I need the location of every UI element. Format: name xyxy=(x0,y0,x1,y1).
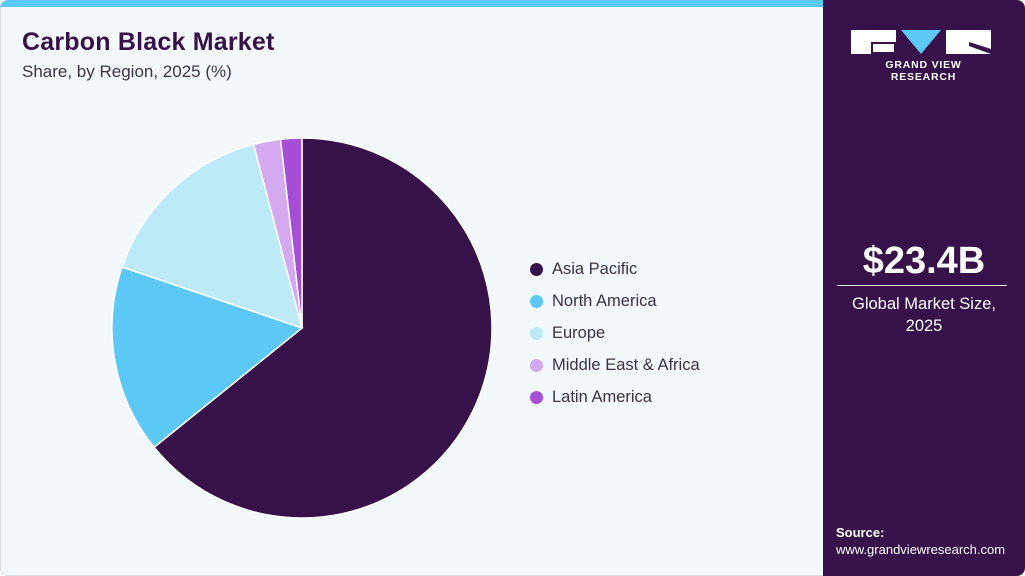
source-link[interactable]: www.grandviewresearch.com xyxy=(836,542,1006,557)
pie-slice-asia-pacific xyxy=(153,137,493,519)
legend-item: Asia Pacific xyxy=(530,253,700,285)
legend-item: Europe xyxy=(530,317,700,349)
pie-slice-latin-america xyxy=(279,137,303,329)
sidebar-panel: GRAND VIEW RESEARCH $23.4B Global Market… xyxy=(823,0,1025,576)
chart-title: Carbon Black Market xyxy=(22,28,275,56)
legend-item: North America xyxy=(530,285,700,317)
legend-label: Latin America xyxy=(552,387,652,406)
legend-label: North America xyxy=(552,291,657,310)
market-size-value: $23.4B xyxy=(862,240,986,282)
legend-label: Middle East & Africa xyxy=(552,355,700,374)
accent-bar xyxy=(0,0,823,7)
pie-chart xyxy=(111,137,493,519)
legend-dot-icon xyxy=(530,294,543,308)
legend-label: Asia Pacific xyxy=(552,259,638,278)
legend-dot-icon xyxy=(530,358,543,372)
gvr-logo-icon xyxy=(851,30,991,54)
legend-dot-icon xyxy=(530,262,543,276)
legend-item: Latin America xyxy=(530,381,700,413)
pie-slice-europe xyxy=(121,143,304,330)
logo-text: GRAND VIEW RESEARCH xyxy=(885,59,962,83)
divider xyxy=(837,285,1007,286)
gvr-logo: GRAND VIEW RESEARCH xyxy=(851,28,996,83)
legend-item: Middle East & Africa xyxy=(530,349,700,381)
source-label: Source: xyxy=(836,525,885,540)
legend-label: Europe xyxy=(552,323,606,342)
legend-dot-icon xyxy=(530,390,543,404)
market-size-label: Global Market Size, 2025 xyxy=(852,295,996,335)
chart-subtitle: Share, by Region, 2025 (%) xyxy=(22,62,232,81)
chart-legend: Asia Pacific North America Europe Middle Ea… xyxy=(530,253,700,413)
legend-dot-icon xyxy=(530,326,543,340)
